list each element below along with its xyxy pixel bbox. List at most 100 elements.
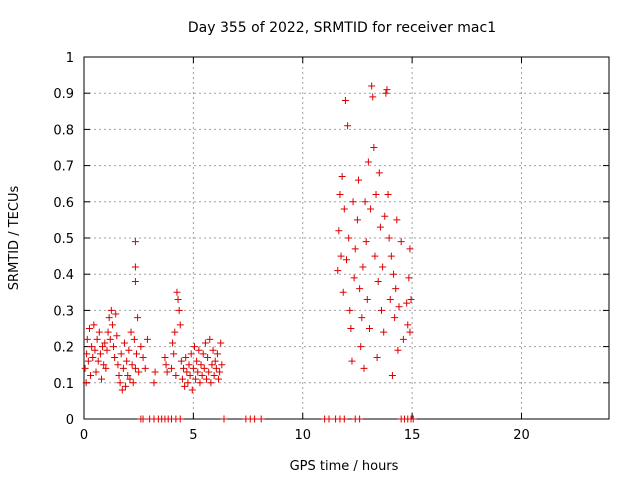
data-point bbox=[197, 361, 205, 369]
data-point bbox=[181, 382, 189, 390]
data-point bbox=[334, 267, 342, 275]
data-point bbox=[381, 212, 389, 220]
data-point bbox=[385, 234, 393, 242]
chart-title: Day 355 of 2022, SRMTID for receiver mac… bbox=[188, 20, 496, 36]
tick-labels: 00.10.20.30.40.50.60.70.80.910 5 10 15 20 bbox=[53, 51, 529, 443]
data-point bbox=[198, 372, 206, 380]
data-point bbox=[344, 122, 352, 130]
x-tick-label: 5 bbox=[189, 428, 197, 443]
data-point bbox=[107, 306, 115, 314]
data-point bbox=[125, 346, 133, 354]
x-axis-label: GPS time / hours bbox=[290, 459, 399, 474]
data-point bbox=[210, 372, 218, 380]
data-point bbox=[180, 364, 188, 372]
data-point bbox=[118, 386, 126, 394]
data-point bbox=[351, 245, 359, 253]
data-point bbox=[218, 361, 226, 369]
data-point bbox=[101, 339, 109, 347]
data-point bbox=[83, 350, 91, 358]
data-point bbox=[150, 379, 158, 387]
data-point bbox=[162, 361, 170, 369]
data-point bbox=[177, 357, 185, 365]
data-point bbox=[93, 335, 101, 343]
data-point bbox=[350, 274, 358, 282]
data-point bbox=[374, 277, 382, 285]
y-tick-label: 1 bbox=[66, 51, 74, 66]
data-point bbox=[379, 263, 387, 271]
data-point bbox=[143, 335, 151, 343]
data-point bbox=[363, 296, 371, 304]
data-point bbox=[375, 169, 383, 177]
data-point bbox=[212, 364, 220, 372]
data-point bbox=[131, 263, 139, 271]
data-point bbox=[390, 270, 398, 278]
data-point bbox=[105, 314, 113, 322]
data-point bbox=[200, 364, 208, 372]
data-point bbox=[120, 339, 128, 347]
data-point bbox=[409, 415, 417, 423]
data-point bbox=[383, 86, 391, 94]
data-point bbox=[195, 346, 203, 354]
data-point bbox=[172, 372, 180, 380]
data-point bbox=[87, 372, 95, 380]
data-point bbox=[207, 379, 215, 387]
data-point bbox=[170, 350, 178, 358]
data-point bbox=[362, 238, 370, 246]
y-tick-label: 0.2 bbox=[53, 341, 74, 356]
data-point bbox=[367, 205, 375, 213]
data-point bbox=[341, 96, 349, 104]
data-point bbox=[387, 252, 395, 260]
data-point bbox=[378, 306, 385, 314]
data-point bbox=[186, 372, 194, 380]
data-point bbox=[356, 415, 364, 423]
grid-lines bbox=[84, 57, 609, 419]
data-point bbox=[397, 238, 405, 246]
data-point bbox=[217, 339, 225, 347]
data-point bbox=[404, 321, 412, 329]
data-point bbox=[194, 368, 202, 376]
y-tick-label: 0 bbox=[66, 413, 74, 428]
data-point bbox=[139, 353, 147, 361]
data-point bbox=[388, 372, 396, 380]
data-point bbox=[85, 325, 93, 332]
data-point bbox=[89, 353, 97, 361]
data-point bbox=[173, 288, 181, 296]
data-point bbox=[204, 353, 212, 361]
data-point bbox=[176, 321, 184, 329]
data-point bbox=[206, 335, 214, 343]
data-point bbox=[175, 306, 183, 314]
data-point bbox=[373, 353, 381, 361]
data-point bbox=[81, 364, 89, 372]
data-point bbox=[94, 357, 102, 365]
data-point bbox=[257, 415, 265, 423]
data-point bbox=[215, 375, 223, 383]
data-point bbox=[335, 227, 343, 235]
data-point bbox=[131, 277, 139, 285]
data-point bbox=[386, 296, 394, 304]
data-point bbox=[169, 339, 177, 347]
data-point bbox=[163, 368, 171, 376]
data-point bbox=[393, 216, 401, 224]
data-point bbox=[357, 343, 365, 351]
data-point bbox=[84, 357, 92, 365]
data-point bbox=[406, 328, 414, 336]
data-point bbox=[103, 346, 111, 354]
data-point bbox=[353, 216, 361, 224]
data-point bbox=[205, 368, 213, 376]
data-point bbox=[91, 346, 99, 354]
data-point bbox=[361, 198, 369, 206]
x-tick-label: 15 bbox=[404, 428, 421, 443]
x-tick-label: 10 bbox=[294, 428, 311, 443]
data-point bbox=[380, 328, 388, 336]
data-point bbox=[129, 379, 137, 387]
data-point bbox=[171, 328, 179, 336]
data-point bbox=[88, 343, 96, 351]
data-point bbox=[391, 314, 399, 322]
data-point bbox=[182, 353, 190, 361]
data-point bbox=[213, 350, 221, 358]
data-point bbox=[185, 361, 193, 369]
data-point bbox=[348, 357, 356, 365]
data-point bbox=[112, 310, 120, 318]
data-point bbox=[98, 375, 105, 383]
